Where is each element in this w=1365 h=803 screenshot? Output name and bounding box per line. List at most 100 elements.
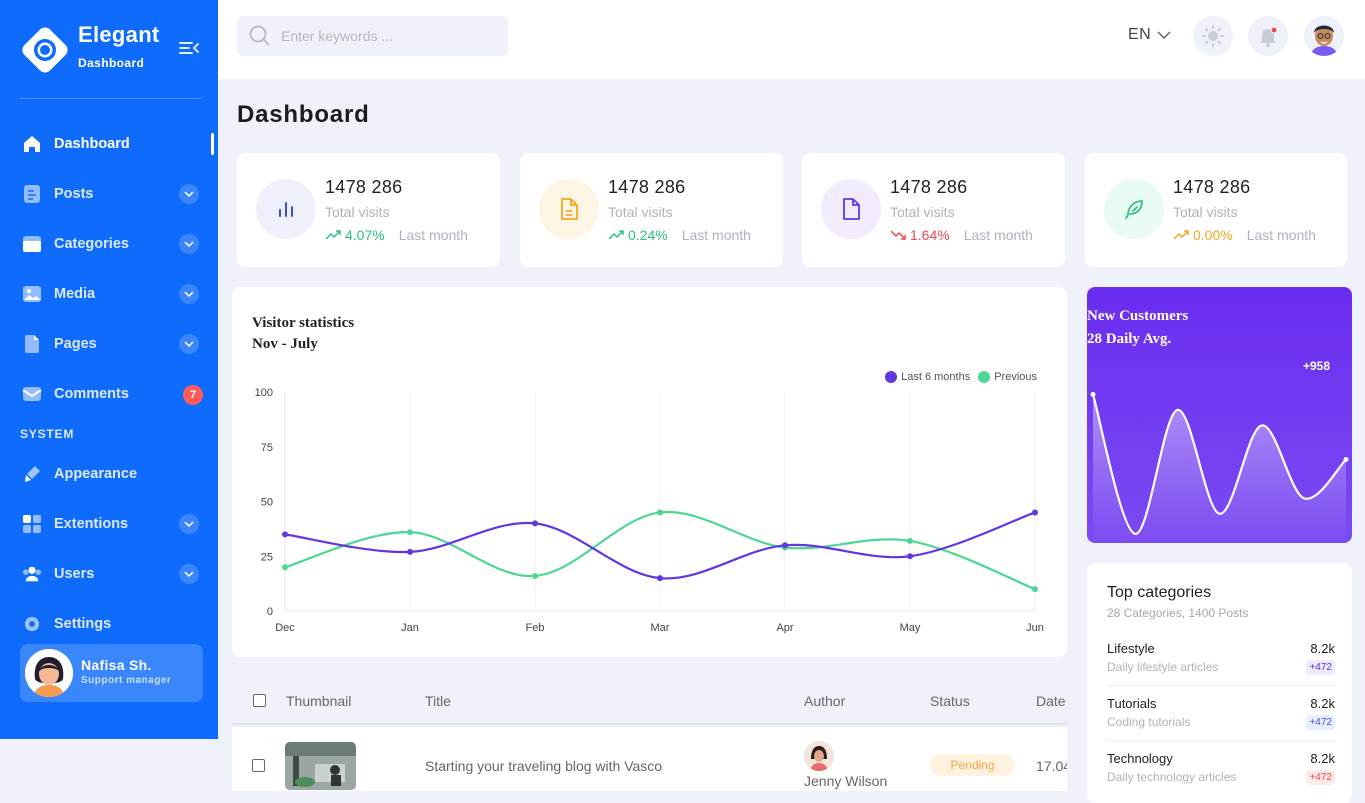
data-point[interactable]	[407, 529, 413, 536]
notifications-button[interactable]	[1248, 16, 1288, 56]
chevron-down-icon[interactable]	[179, 234, 199, 254]
post-title[interactable]: Starting your traveling blog with Vasco	[425, 758, 663, 774]
legend-item[interactable]: Previous	[978, 371, 1037, 383]
data-point[interactable]	[282, 531, 288, 538]
avatar[interactable]	[1304, 16, 1344, 56]
sun-icon	[1202, 25, 1224, 47]
sidebar-item-dashboard[interactable]: Dashboard	[0, 125, 218, 163]
row-checkbox[interactable]	[252, 759, 265, 772]
language-label: EN	[1128, 26, 1152, 43]
language-selector[interactable]: EN	[1128, 26, 1171, 44]
sidebar-item-posts[interactable]: Posts	[0, 169, 218, 219]
brand[interactable]: Elegant Dashboard	[20, 22, 200, 78]
stat-change-value: 4.07%	[345, 227, 385, 243]
collapse-menu-icon[interactable]	[178, 38, 200, 58]
data-point[interactable]	[1032, 586, 1038, 593]
select-all-checkbox[interactable]	[253, 694, 266, 707]
sidebar-item-label: Pages	[54, 336, 97, 352]
sidebar-item-extentions[interactable]: Extentions	[0, 499, 218, 549]
sidebar-item-pages[interactable]: Pages	[0, 319, 218, 369]
stat-change-value: 1.64%	[910, 227, 950, 243]
sidebar-item-media[interactable]: Media	[0, 269, 218, 319]
legend-item[interactable]: Last 6 months	[885, 371, 970, 383]
sidebar-item-label: Categories	[54, 236, 129, 252]
new-customers-value: +958	[1302, 359, 1330, 373]
data-point[interactable]	[532, 520, 538, 527]
user-profile-card[interactable]: Nafisa Sh. Support manager	[20, 644, 203, 702]
category-item-tutorials[interactable]: Tutorials Coding tutorials 8.2k +472	[1107, 696, 1335, 748]
sidebar-item-label: Dashboard	[54, 136, 130, 152]
column-header-title[interactable]: Title	[425, 693, 451, 709]
post-thumbnail[interactable]	[285, 742, 356, 790]
users-icon	[22, 564, 42, 584]
x-tick-label: Apr	[776, 622, 793, 634]
sidebar: Elegant Dashboard Dashboard Posts	[0, 0, 218, 739]
column-header-status[interactable]: Status	[930, 693, 970, 709]
chevron-down-icon[interactable]	[179, 184, 199, 204]
user-name: Nafisa Sh.	[81, 657, 152, 673]
sidebar-item-comments[interactable]: Comments 7	[0, 369, 218, 419]
avatar	[25, 649, 73, 697]
y-tick-label: 100	[255, 387, 273, 399]
category-name: Tutorials	[1107, 696, 1157, 711]
category-badge: +472	[1306, 715, 1335, 730]
category-count: 8.2k	[1310, 751, 1335, 766]
chevron-down-icon[interactable]	[179, 564, 199, 584]
image-icon	[22, 284, 42, 304]
data-point[interactable]	[1032, 509, 1038, 516]
stat-period: Last month	[1246, 227, 1316, 243]
stat-label: Total visits	[890, 204, 955, 220]
trend-up-icon	[325, 230, 341, 240]
table-header: Thumbnail Title Author Status Date	[232, 677, 1067, 725]
sidebar-item-settings[interactable]: Settings	[0, 599, 218, 649]
top-categories-card: Top categories 28 Categories, 1400 Posts…	[1087, 563, 1352, 803]
chevron-down-icon[interactable]	[179, 334, 199, 354]
bar-chart-icon	[256, 179, 316, 239]
sidebar-item-categories[interactable]: Categories	[0, 219, 218, 269]
stat-value: 1478 286	[890, 177, 968, 197]
folder-icon	[22, 234, 42, 254]
logo-icon	[22, 27, 68, 73]
data-point[interactable]	[907, 553, 913, 560]
data-point[interactable]	[907, 537, 913, 544]
search-box[interactable]	[237, 16, 508, 56]
data-point[interactable]	[657, 509, 663, 516]
chevron-down-icon[interactable]	[179, 284, 199, 304]
sidebar-divider	[20, 98, 202, 99]
theme-toggle-button[interactable]	[1193, 16, 1233, 56]
sparkline-line	[1091, 394, 1347, 535]
table-row[interactable]: Starting your traveling blog with Vasco …	[232, 727, 1067, 791]
category-item-technology[interactable]: Technology Daily technology articles 8.2…	[1107, 751, 1335, 803]
legend-dot	[885, 371, 898, 383]
x-tick-label: Dec	[275, 622, 295, 634]
stat-card: 1478 286 Total visits 0.24% Last month	[520, 153, 783, 267]
data-point[interactable]	[407, 548, 413, 555]
sparkline-point	[1090, 391, 1096, 397]
data-point[interactable]	[782, 542, 788, 549]
sidebar-item-label: Users	[54, 566, 95, 582]
stat-card: 1478 286 Total visits 0.00% Last month	[1085, 153, 1347, 267]
column-header-date[interactable]: Date	[1036, 693, 1066, 709]
category-item-lifestyle[interactable]: Lifestyle Daily lifestyle articles 8.2k …	[1107, 641, 1335, 693]
chevron-down-icon	[1157, 31, 1171, 39]
trend-up-icon	[1173, 230, 1189, 240]
data-point[interactable]	[657, 575, 663, 582]
data-point[interactable]	[282, 564, 288, 571]
page-icon	[22, 334, 42, 354]
visitor-statistics-card: Dec Jan Feb Mar Apr May Jun 0 25 50 75 100 Visitor …	[232, 287, 1067, 657]
sidebar-item-users[interactable]: Users	[0, 549, 218, 599]
legend-label: Previous	[994, 371, 1037, 383]
sidebar-item-appearance[interactable]: Appearance	[0, 449, 218, 499]
chevron-down-icon[interactable]	[179, 514, 199, 534]
data-point[interactable]	[532, 572, 538, 579]
stat-change: 4.07% Last month	[325, 227, 468, 243]
search-input[interactable]	[281, 16, 501, 56]
stat-value: 1478 286	[608, 177, 686, 197]
column-header-author[interactable]: Author	[804, 693, 846, 709]
category-description: Daily technology articles	[1107, 770, 1237, 784]
y-tick-label: 25	[261, 551, 273, 563]
stat-value: 1478 286	[1173, 177, 1251, 197]
sidebar-item-label: Media	[54, 286, 96, 302]
column-header-thumbnail[interactable]: Thumbnail	[286, 693, 352, 709]
feather-icon	[1104, 179, 1164, 239]
